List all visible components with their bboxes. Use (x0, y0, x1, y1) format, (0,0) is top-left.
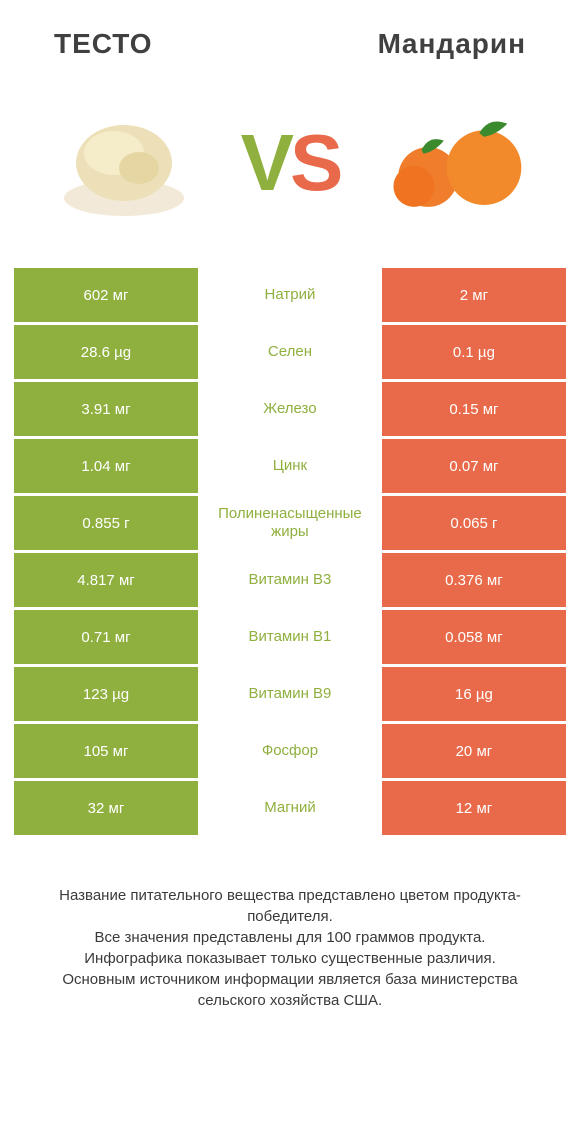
right-value-cell: 0.07 мг (382, 439, 566, 493)
left-value-cell: 28.6 µg (14, 325, 198, 379)
table-row: 0.71 мгВитамин B10.058 мг (14, 610, 566, 664)
table-row: 105 мгФосфор20 мг (14, 724, 566, 778)
table-row: 32 мгМагний12 мг (14, 781, 566, 835)
right-value-cell: 20 мг (382, 724, 566, 778)
left-value-cell: 0.71 мг (14, 610, 198, 664)
left-value-cell: 4.817 мг (14, 553, 198, 607)
right-product-image (386, 98, 526, 228)
right-value-cell: 16 µg (382, 667, 566, 721)
table-row: 28.6 µgСелен0.1 µg (14, 325, 566, 379)
footnote-line: Все значения представлены для 100 граммо… (34, 927, 546, 948)
nutrient-label-cell: Витамин B1 (198, 610, 382, 664)
dough-icon (54, 103, 194, 223)
nutrient-label-cell: Фосфор (198, 724, 382, 778)
images-row: VS (14, 68, 566, 258)
left-value-cell: 32 мг (14, 781, 198, 835)
left-value-cell: 123 µg (14, 667, 198, 721)
nutrient-label-cell: Полиненасыщенные жиры (198, 496, 382, 550)
right-value-cell: 0.058 мг (382, 610, 566, 664)
mandarin-icon (386, 103, 526, 223)
nutrient-label-cell: Железо (198, 382, 382, 436)
right-value-cell: 0.376 мг (382, 553, 566, 607)
nutrient-label-cell: Витамин B9 (198, 667, 382, 721)
nutrient-label-cell: Цинк (198, 439, 382, 493)
right-value-cell: 0.1 µg (382, 325, 566, 379)
table-row: 3.91 мгЖелезо0.15 мг (14, 382, 566, 436)
table-row: 4.817 мгВитамин B30.376 мг (14, 553, 566, 607)
footnote-line: Инфографика показывает только существенн… (34, 948, 546, 969)
nutrition-table: 602 мгНатрий2 мг28.6 µgСелен0.1 µg3.91 м… (14, 268, 566, 835)
table-row: 123 µgВитамин B916 µg (14, 667, 566, 721)
table-row: 0.855 гПолиненасыщенные жиры0.065 г (14, 496, 566, 550)
infographic-container: ТЕСТО Mандарин VS 602 мгНатрий2 мг28.6 (0, 0, 580, 1011)
left-value-cell: 1.04 мг (14, 439, 198, 493)
right-product-title: Mандарин (378, 28, 526, 60)
left-value-cell: 0.855 г (14, 496, 198, 550)
table-row: 602 мгНатрий2 мг (14, 268, 566, 322)
vs-v: V (241, 117, 290, 209)
right-value-cell: 0.15 мг (382, 382, 566, 436)
vs-s: S (290, 117, 339, 209)
left-value-cell: 602 мг (14, 268, 198, 322)
nutrient-label-cell: Натрий (198, 268, 382, 322)
right-value-cell: 0.065 г (382, 496, 566, 550)
right-value-cell: 2 мг (382, 268, 566, 322)
nutrient-label-cell: Витамин B3 (198, 553, 382, 607)
vs-label: VS (241, 117, 340, 209)
footnote-line: Основным источником информации является … (34, 969, 546, 1011)
right-value-cell: 12 мг (382, 781, 566, 835)
header-row: ТЕСТО Mандарин (14, 18, 566, 68)
table-row: 1.04 мгЦинк0.07 мг (14, 439, 566, 493)
left-value-cell: 105 мг (14, 724, 198, 778)
left-value-cell: 3.91 мг (14, 382, 198, 436)
nutrient-label-cell: Селен (198, 325, 382, 379)
nutrient-label-cell: Магний (198, 781, 382, 835)
footnote-text: Название питательного вещества представл… (14, 885, 566, 1011)
left-product-title: ТЕСТО (54, 28, 153, 60)
left-product-image (54, 98, 194, 228)
footnote-line: Название питательного вещества представл… (34, 885, 546, 927)
